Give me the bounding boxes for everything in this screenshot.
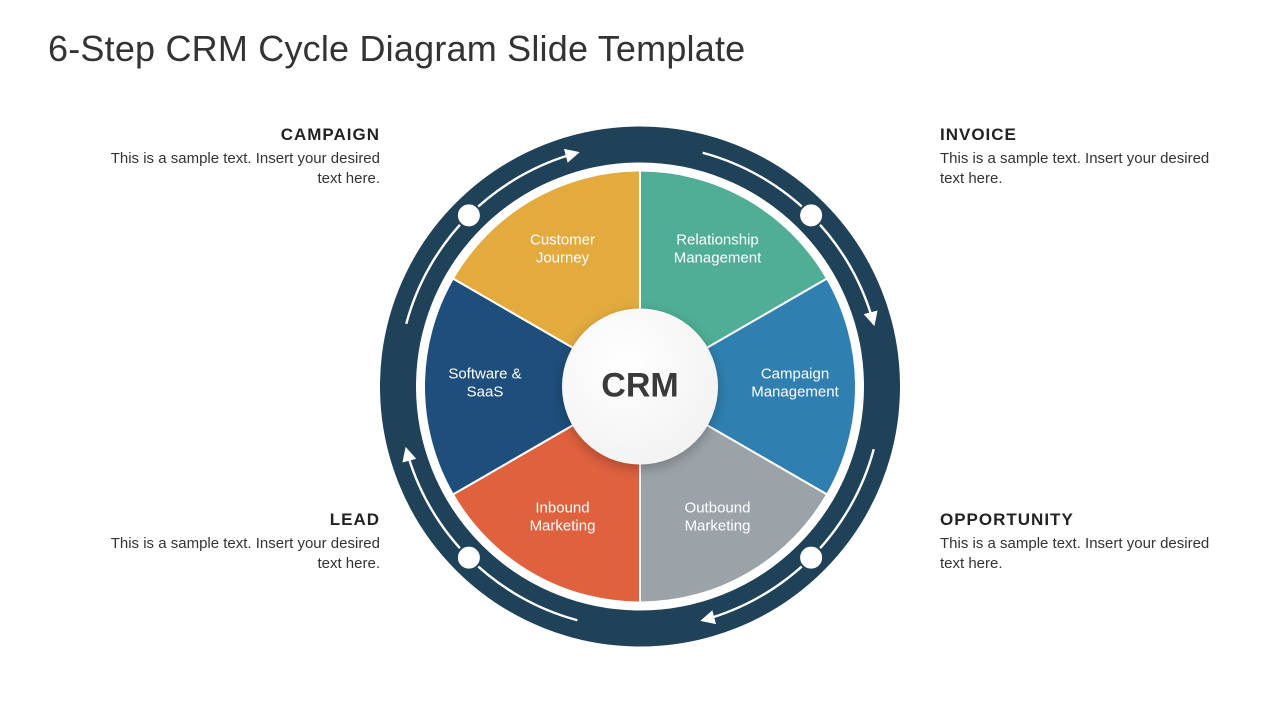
ring-node-icon bbox=[457, 203, 481, 227]
callout-opportunity: OPPORTUNITY This is a sample text. Inser… bbox=[940, 510, 1220, 575]
callout-lead: LEAD This is a sample text. Insert your … bbox=[100, 510, 380, 575]
callout-title: INVOICE bbox=[940, 125, 1220, 145]
ring-node-icon bbox=[457, 545, 481, 569]
segment-label: InboundMarketing bbox=[530, 500, 596, 535]
segment-label: OutboundMarketing bbox=[685, 500, 751, 535]
center-label: CRM bbox=[601, 366, 678, 404]
callout-invoice: INVOICE This is a sample text. Insert yo… bbox=[940, 125, 1220, 190]
segment-label: RelationshipManagement bbox=[674, 231, 762, 266]
callout-title: LEAD bbox=[100, 510, 380, 530]
segment-label: CustomerJourney bbox=[530, 231, 595, 266]
ring-node-icon bbox=[799, 203, 823, 227]
segment-label: CampaignManagement bbox=[751, 365, 839, 400]
callout-campaign: CAMPAIGN This is a sample text. Insert y… bbox=[100, 125, 380, 190]
callout-body: This is a sample text. Insert your desir… bbox=[100, 149, 380, 190]
callout-body: This is a sample text. Insert your desir… bbox=[940, 149, 1220, 190]
crm-cycle-diagram: CRM RelationshipManagement CampaignManagem… bbox=[360, 106, 920, 671]
callout-title: OPPORTUNITY bbox=[940, 510, 1220, 530]
callout-body: This is a sample text. Insert your desir… bbox=[940, 534, 1220, 575]
page-title: 6-Step CRM Cycle Diagram Slide Template bbox=[48, 28, 745, 70]
slide: 6-Step CRM Cycle Diagram Slide Template … bbox=[0, 0, 1280, 720]
callout-title: CAMPAIGN bbox=[100, 125, 380, 145]
ring-node-icon bbox=[799, 545, 823, 569]
callout-body: This is a sample text. Insert your desir… bbox=[100, 534, 380, 575]
